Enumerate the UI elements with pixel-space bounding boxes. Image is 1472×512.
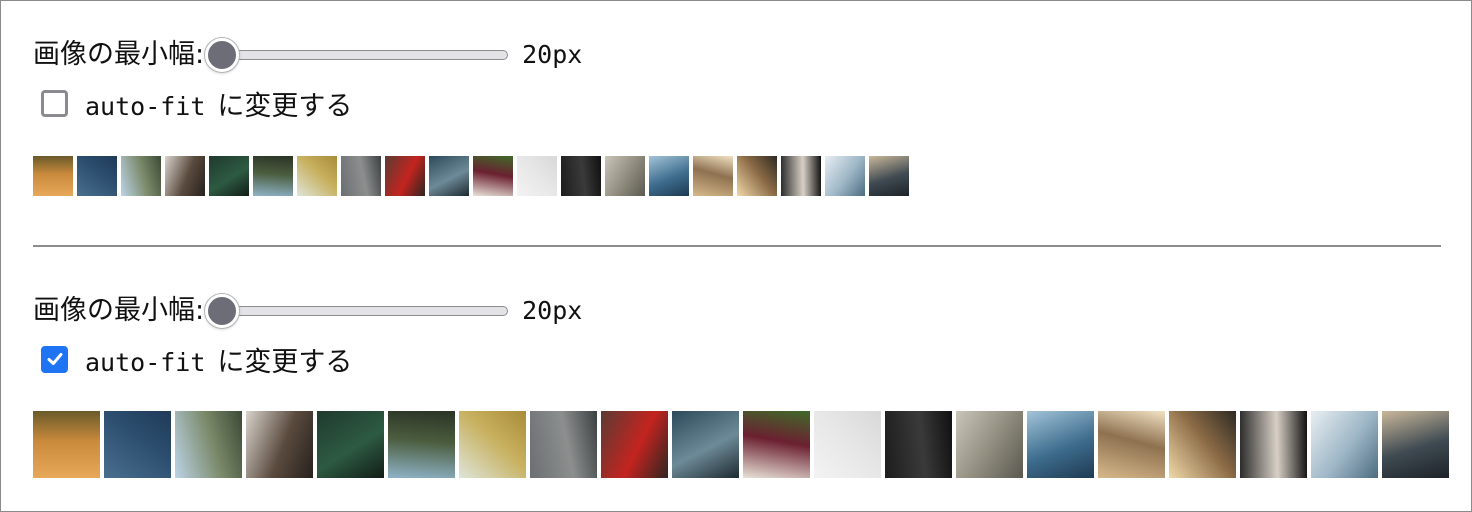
pug-dog-photo (165, 156, 205, 196)
lone-tree-field-photo (459, 411, 526, 478)
sunset-hill-photo (737, 156, 777, 196)
forest-road-photo (317, 411, 384, 478)
onion-vegetables-photo (473, 156, 513, 196)
sunset-hill-photo (1169, 411, 1236, 478)
slider-track[interactable] (208, 50, 509, 60)
slider-thumb[interactable] (205, 294, 240, 328)
image-gallery-1 (33, 156, 909, 196)
tree-arch-photo (341, 156, 381, 196)
cross-storm-sky-photo (1382, 411, 1449, 478)
mountain-road-photo (253, 156, 293, 196)
settings-section-1: 画像の最小幅: 20px auto-fit に変更する (33, 35, 1441, 123)
min-width-control: 画像の最小幅: 20px (33, 291, 1441, 331)
red-mailbox-photo (601, 411, 668, 478)
forest-road-photo (209, 156, 249, 196)
min-width-slider[interactable] (205, 291, 509, 331)
dark-diver-photo (885, 411, 952, 478)
auto-fit-label[interactable]: auto-fit に変更する (85, 84, 352, 123)
section-divider (33, 245, 1441, 247)
auto-fit-checkbox[interactable] (41, 89, 68, 117)
escalator-crowd-photo (672, 411, 739, 478)
auto-fit-text: に変更する (217, 346, 353, 378)
auto-fit-control: auto-fit に変更する (33, 83, 1441, 123)
min-width-value: 20px (522, 296, 583, 325)
vintage-camera-photo (781, 156, 821, 196)
white-fog-photo (814, 411, 881, 478)
cross-storm-sky-photo (869, 156, 909, 196)
river-valley-aerial-photo (649, 156, 689, 196)
coastal-building-photo (175, 411, 242, 478)
mountain-road-photo (388, 411, 455, 478)
red-mailbox-photo (385, 156, 425, 196)
image-gallery-2 (33, 411, 1449, 478)
rainy-window-photo (956, 411, 1023, 478)
slider-track[interactable] (208, 306, 509, 316)
checkmark-icon (47, 353, 62, 365)
vintage-camera-photo (1240, 411, 1307, 478)
onion-vegetables-photo (743, 411, 810, 478)
white-fog-photo (517, 156, 557, 196)
grand-central-station-photo (693, 156, 733, 196)
rainy-window-photo (605, 156, 645, 196)
auto-fit-control: auto-fit に変更する (33, 339, 1441, 379)
pug-dog-photo (246, 411, 313, 478)
auto-fit-text: に変更する (217, 90, 353, 122)
settings-section-2: 画像の最小幅: 20px auto-fit に変更する (33, 291, 1441, 379)
hot-air-balloons-photo (33, 411, 100, 478)
min-width-label: 画像の最小幅: (33, 39, 205, 70)
auto-fit-checkbox[interactable] (41, 345, 68, 373)
lone-tree-field-photo (297, 156, 337, 196)
tree-arch-photo (530, 411, 597, 478)
hot-air-balloons-photo (33, 156, 73, 196)
min-width-value: 20px (522, 40, 583, 69)
glass-building-photo (825, 156, 865, 196)
auto-fit-code: auto-fit (85, 347, 206, 377)
glass-building-photo (1311, 411, 1378, 478)
dark-diver-photo (561, 156, 601, 196)
min-width-slider[interactable] (205, 35, 509, 75)
slider-thumb[interactable] (205, 38, 240, 72)
ocean-waves-photo (104, 411, 171, 478)
grand-central-station-photo (1098, 411, 1165, 478)
ocean-waves-photo (77, 156, 117, 196)
min-width-label: 画像の最小幅: (33, 295, 205, 326)
min-width-control: 画像の最小幅: 20px (33, 35, 1441, 75)
auto-fit-label[interactable]: auto-fit に変更する (85, 340, 352, 379)
river-valley-aerial-photo (1027, 411, 1094, 478)
coastal-building-photo (121, 156, 161, 196)
auto-fit-code: auto-fit (85, 91, 206, 121)
escalator-crowd-photo (429, 156, 469, 196)
